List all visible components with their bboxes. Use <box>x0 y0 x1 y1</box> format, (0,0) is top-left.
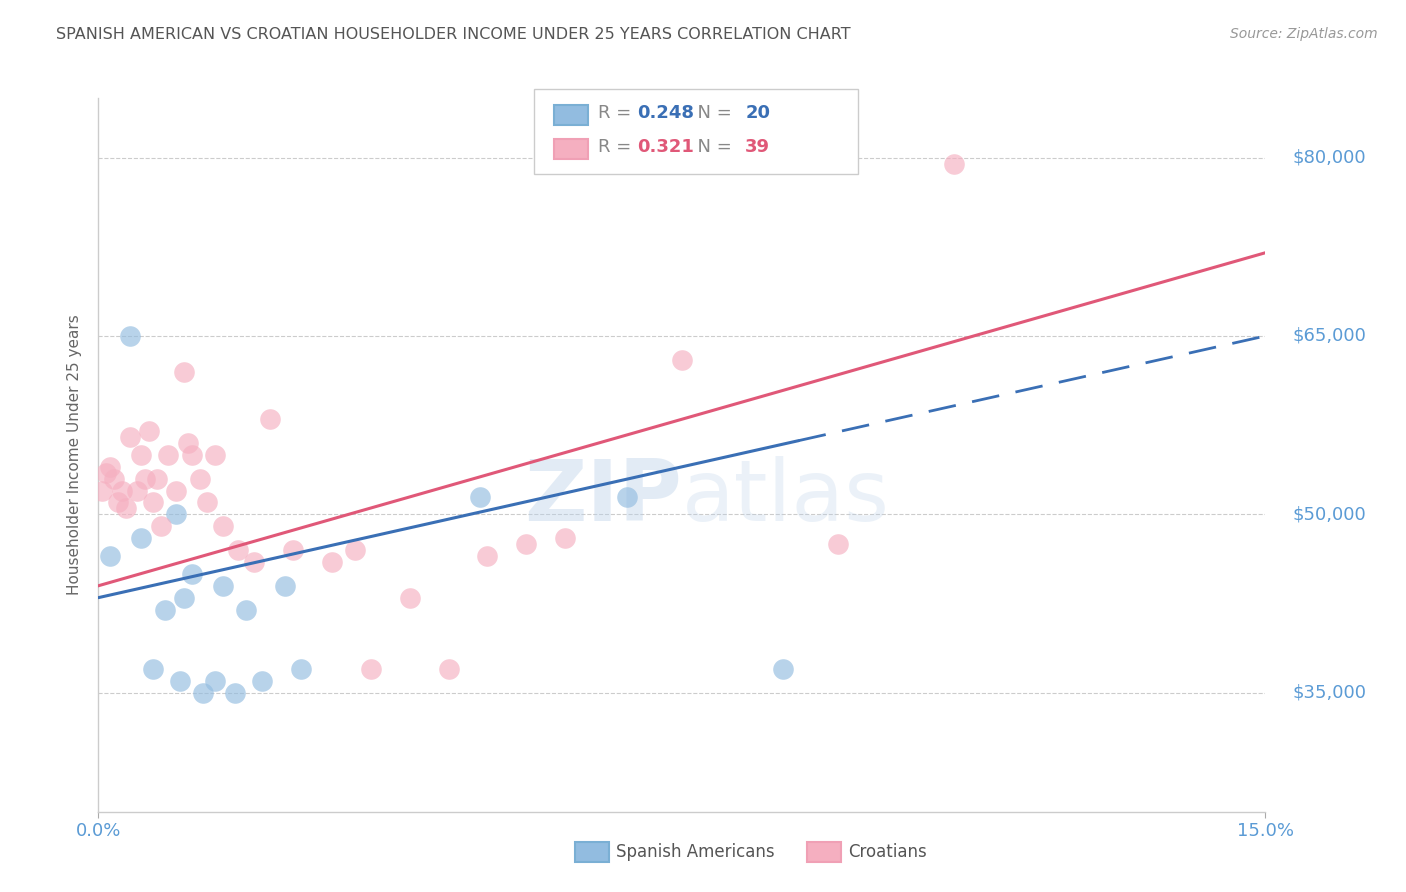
Point <box>212 579 235 593</box>
Text: Spanish Americans: Spanish Americans <box>616 843 775 861</box>
Point <box>107 495 129 509</box>
Point <box>943 156 966 170</box>
Point <box>827 537 849 551</box>
Point <box>118 430 141 444</box>
Y-axis label: Householder Income Under 25 years: Householder Income Under 25 years <box>67 315 83 595</box>
Point <box>344 543 367 558</box>
Point <box>103 472 125 486</box>
Text: $50,000: $50,000 <box>1292 506 1367 524</box>
Point <box>204 448 226 462</box>
Point <box>671 352 693 367</box>
Point <box>398 591 420 605</box>
Point <box>259 412 281 426</box>
Point <box>360 662 382 676</box>
Text: Croatians: Croatians <box>848 843 927 861</box>
Point <box>281 543 304 558</box>
Point <box>142 495 165 509</box>
Point <box>165 508 187 522</box>
Text: ZIP: ZIP <box>524 456 682 540</box>
Point <box>142 662 165 676</box>
Text: $35,000: $35,000 <box>1292 684 1367 702</box>
Point <box>195 495 218 509</box>
Text: Source: ZipAtlas.com: Source: ZipAtlas.com <box>1230 27 1378 41</box>
Point <box>149 519 172 533</box>
Point <box>153 602 176 616</box>
Text: N =: N = <box>686 104 738 122</box>
Point <box>554 531 576 545</box>
Point <box>91 483 114 498</box>
Point <box>772 662 794 676</box>
Point <box>173 365 195 379</box>
Text: 20: 20 <box>745 104 770 122</box>
Point <box>180 448 202 462</box>
Point <box>204 673 226 688</box>
Text: R =: R = <box>598 104 637 122</box>
Text: $65,000: $65,000 <box>1292 327 1367 345</box>
Point <box>165 483 187 498</box>
Point <box>437 662 460 676</box>
Text: R =: R = <box>598 138 637 156</box>
Point <box>157 448 180 462</box>
Point <box>616 490 638 504</box>
Point <box>321 555 343 569</box>
Point <box>173 591 195 605</box>
Point <box>138 424 160 438</box>
Text: 0.321: 0.321 <box>637 138 693 156</box>
Point <box>169 673 191 688</box>
Point <box>118 329 141 343</box>
Point <box>468 490 491 504</box>
Point <box>98 459 121 474</box>
Point <box>134 472 156 486</box>
Point <box>127 483 149 498</box>
Text: N =: N = <box>686 138 738 156</box>
Point <box>180 566 202 581</box>
Text: 0.248: 0.248 <box>637 104 695 122</box>
Point <box>98 549 121 563</box>
Point <box>228 543 250 558</box>
Point <box>129 531 152 545</box>
Text: 39: 39 <box>745 138 770 156</box>
Point <box>146 472 169 486</box>
Text: $80,000: $80,000 <box>1292 149 1367 167</box>
Point <box>224 686 246 700</box>
Text: atlas: atlas <box>682 456 890 540</box>
Point <box>193 686 215 700</box>
Point <box>129 448 152 462</box>
Point <box>114 501 136 516</box>
Point <box>235 602 257 616</box>
Text: SPANISH AMERICAN VS CROATIAN HOUSEHOLDER INCOME UNDER 25 YEARS CORRELATION CHART: SPANISH AMERICAN VS CROATIAN HOUSEHOLDER… <box>56 27 851 42</box>
Point <box>96 466 118 480</box>
Point <box>177 436 200 450</box>
Point <box>290 662 312 676</box>
Point <box>477 549 499 563</box>
Point <box>188 472 211 486</box>
Point <box>111 483 134 498</box>
Point <box>243 555 266 569</box>
Point <box>274 579 297 593</box>
Point <box>212 519 235 533</box>
Point <box>515 537 537 551</box>
Point <box>250 673 273 688</box>
